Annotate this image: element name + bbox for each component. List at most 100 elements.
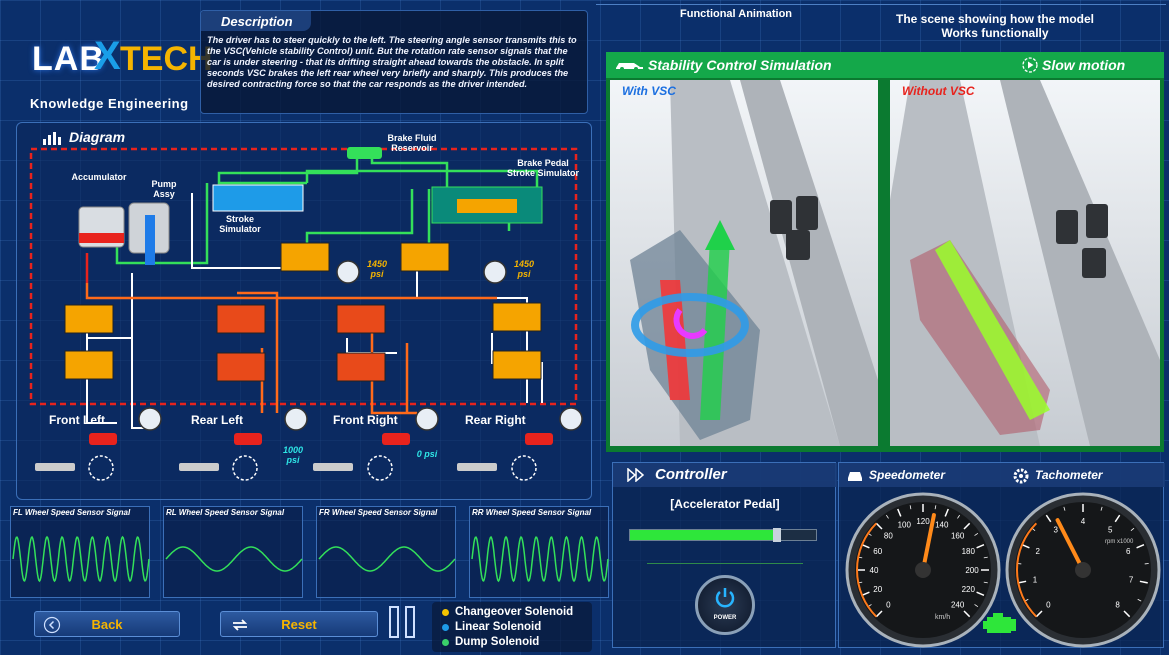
speedometer-car-icon: [848, 472, 862, 481]
signal-panel-rl: RL Wheel Speed Sensor Signal: [163, 506, 303, 598]
gauge-tick: [861, 544, 870, 549]
controller-panel: Controller [Accelerator Pedal] POWER: [612, 462, 837, 648]
controller-header: Controller: [613, 463, 837, 487]
accelerator-label: [Accelerator Pedal]: [670, 497, 780, 511]
gauge-tick-label: 140: [935, 521, 949, 530]
wheel-label-rear-right: Rear Right: [465, 413, 526, 427]
gauge-tick: [974, 532, 979, 536]
gauge-tick-label: 1: [1033, 576, 1038, 585]
gauge-tick: [1136, 544, 1145, 549]
gauge-tick: [963, 522, 971, 530]
gauge-tick-label: 120: [916, 517, 930, 526]
without-vsc-scene: [890, 80, 1160, 446]
reset-button[interactable]: Reset: [220, 611, 378, 637]
gauge-tick: [957, 514, 961, 519]
label-pump-assy: Pump Assy: [151, 179, 177, 199]
gauge-tick: [885, 514, 889, 519]
gauge-tick-label: 40: [870, 566, 879, 575]
label-accumulator: Accumulator: [71, 172, 127, 182]
gauge-tick: [944, 508, 949, 517]
logo-tech: TECH: [120, 40, 213, 78]
logo-lab: LAB: [32, 40, 105, 78]
logo-x: X: [94, 34, 121, 78]
scene-description: The scene showing how the model Works fu…: [880, 12, 1110, 40]
logo-subtitle: Knowledge Engineering: [30, 96, 189, 111]
gauge-arc: [1016, 522, 1038, 618]
legend-changeover: Changeover Solenoid: [442, 606, 573, 618]
divider: [647, 563, 803, 564]
slow-motion-icon: [1022, 57, 1038, 73]
wheel-label-rear-left: Rear Left: [191, 413, 244, 427]
gauge-tick-label: 7: [1129, 576, 1134, 585]
signal-panel-rr: RR Wheel Speed Sensor Signal: [469, 506, 609, 598]
gauge-tick-label: 100: [898, 521, 912, 530]
gauge-tick-label: 4: [1081, 517, 1086, 526]
label-brake-pedal-stroke-simulator: Brake Pedal Stroke Simulator: [506, 158, 580, 178]
with-vsc-view: With VSC: [610, 80, 878, 446]
without-vsc-view: Without VSC: [890, 80, 1160, 446]
with-vsc-label: With VSC: [622, 84, 676, 98]
gauge-tick: [1045, 514, 1052, 523]
power-button[interactable]: POWER: [695, 575, 755, 635]
accelerator-slider[interactable]: [629, 528, 817, 542]
legend-linear: Linear Solenoid: [442, 621, 541, 633]
pressure-right-top: 1450 psi: [513, 259, 535, 279]
gauge-tick-label: 160: [951, 531, 965, 540]
solenoid-legend: [432, 602, 592, 652]
gauge-tick-label: 5: [1108, 525, 1113, 534]
pressure-left-top: 1450 psi: [366, 259, 388, 279]
gauge-tick-label: 240: [951, 601, 965, 610]
signal-panel-fl: FL Wheel Speed Sensor Signal: [10, 506, 150, 598]
pressure-front-right: 0 psi: [416, 449, 438, 459]
simulation-header: Stability Control Simulation Slow motion: [606, 52, 1164, 78]
gauge-tick: [861, 591, 870, 596]
gauge-tick: [1137, 598, 1142, 602]
legend-dot-dump: [442, 639, 449, 646]
gauge-tick: [1100, 506, 1103, 511]
gauge-tick-label: 180: [962, 547, 976, 556]
power-label: POWER: [713, 615, 737, 621]
gauge-tick: [963, 610, 971, 618]
wheel-label-front-right: Front Right: [333, 413, 398, 427]
gauge-tick: [1114, 514, 1121, 523]
gauge-tick-label: 20: [873, 585, 882, 594]
accelerator-fill: [630, 530, 776, 540]
legend-dot-linear: [442, 624, 449, 631]
signal-title-fl: FL Wheel Speed Sensor Signal: [13, 508, 131, 517]
gauge-tick: [1021, 544, 1030, 549]
diagram-panel: Diagram: [16, 122, 592, 500]
wheel-label-front-left: Front Left: [49, 413, 105, 427]
reset-button-label: Reset: [281, 617, 317, 632]
tachometer-gauge: 0 1 2 3 4 5 6 7 8 rpm x1000: [1005, 492, 1161, 648]
brake-circuit-diagram: [29, 147, 583, 481]
gauge-tick: [976, 591, 985, 596]
gauge-tick-label: 0: [886, 601, 891, 610]
gauge-tick: [1063, 506, 1066, 511]
pause-icon-right: [405, 606, 415, 638]
right-header-frame: [596, 4, 1166, 48]
gauge-tick-label: 80: [884, 531, 893, 540]
accelerator-handle[interactable]: [773, 528, 782, 542]
gauge-tick: [934, 505, 937, 510]
functional-animation-title: Functional Animation: [680, 8, 793, 20]
tachometer-gear-icon: [1013, 468, 1029, 484]
gauge-tick: [1123, 610, 1131, 618]
diagram-title: Diagram: [69, 129, 126, 145]
gauge-tick: [875, 522, 883, 530]
slow-motion-button[interactable]: Slow motion: [1014, 52, 1164, 78]
label-stroke-simulator: Stroke Simulator: [219, 214, 261, 234]
legend-label-dump: Dump Solenoid: [455, 636, 540, 648]
gauge-tick: [1130, 527, 1135, 531]
stability-simulation-panel: Stability Control Simulation Slow motion: [606, 52, 1164, 452]
signal-title-rr: RR Wheel Speed Sensor Signal: [472, 508, 592, 517]
legend-dot-changeover: [442, 609, 449, 616]
gauge-tick-label: 8: [1115, 601, 1120, 610]
engine-icon: [983, 613, 1016, 633]
scene-line-1: The scene showing how the model: [895, 12, 1095, 26]
controller-title: Controller: [655, 466, 727, 483]
gauge-tick-label: 0: [1046, 601, 1051, 610]
rpm-unit: rpm x1000: [1105, 539, 1134, 545]
back-button[interactable]: Back: [34, 611, 180, 637]
pause-button[interactable]: [389, 606, 417, 638]
